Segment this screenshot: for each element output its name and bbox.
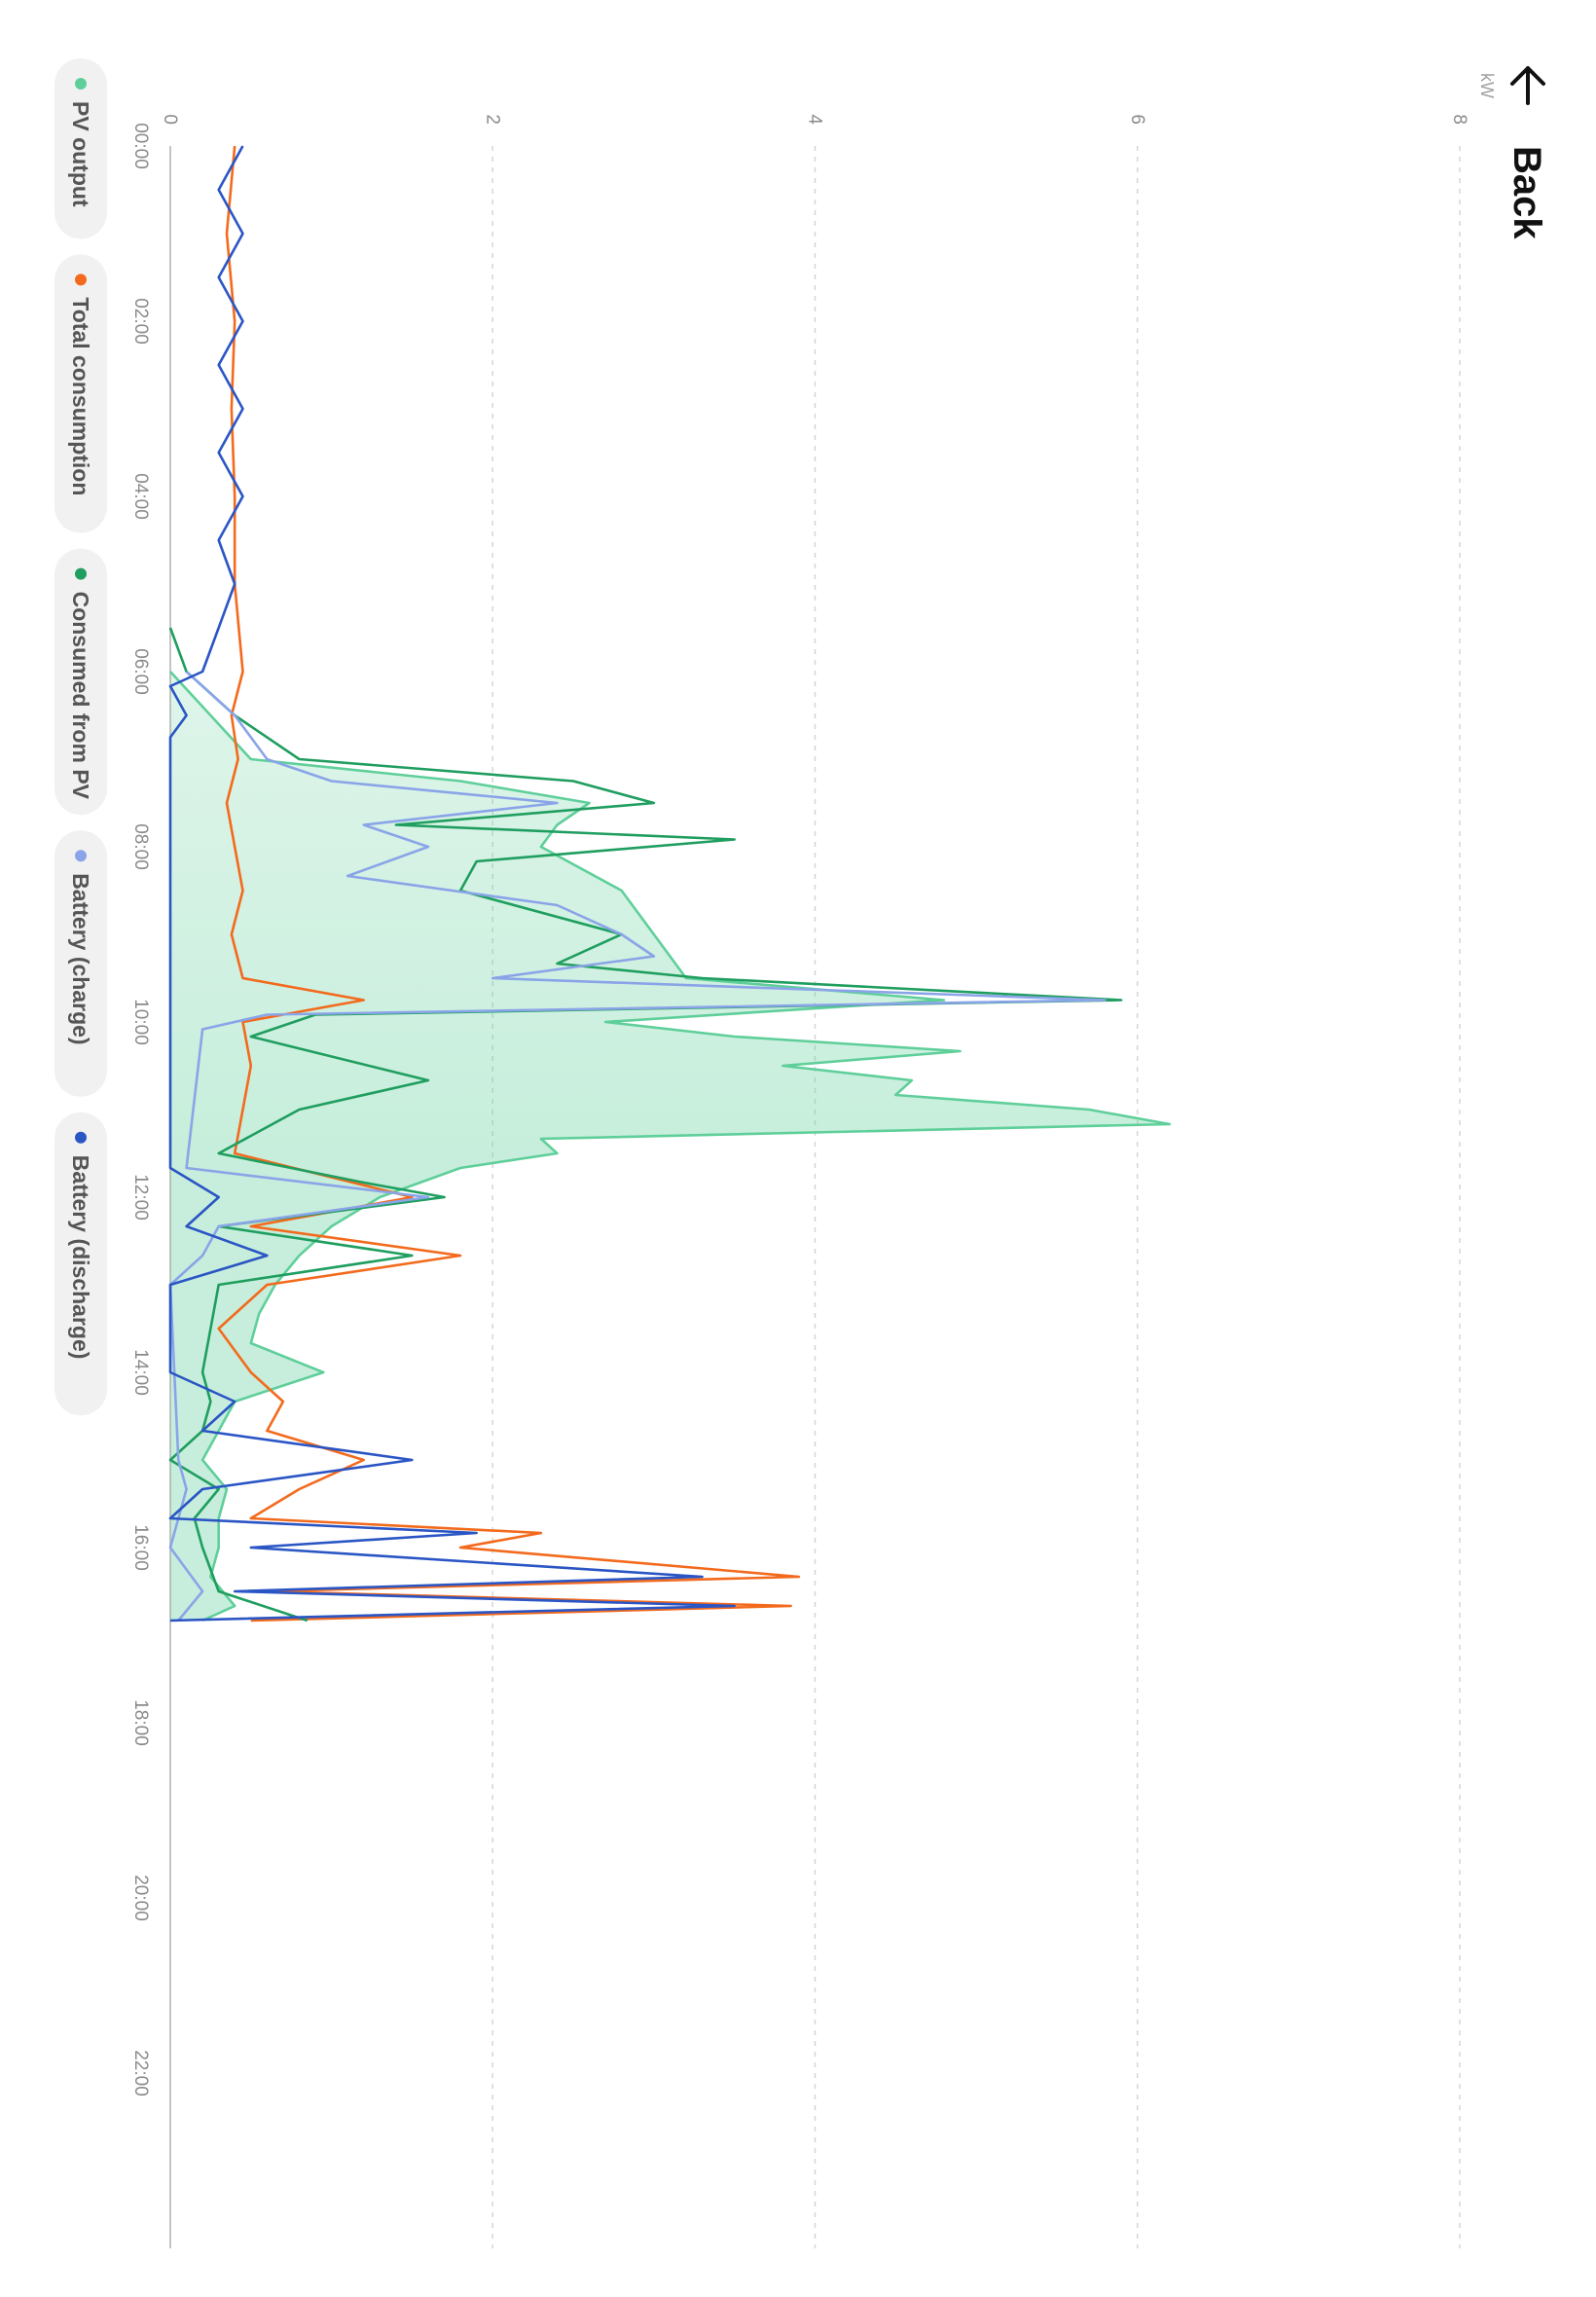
legend-dot (75, 273, 87, 286)
series-line-battery-charge (168, 671, 1106, 1622)
legend-label: Consumed from PV (68, 592, 93, 800)
x-tick-label: 08:00 (130, 823, 151, 870)
legend-label: PV output (68, 101, 93, 207)
legend-pill (54, 58, 107, 239)
y-tick-label: 0 (160, 114, 180, 125)
legend-dot (75, 850, 87, 862)
legend-pill (54, 254, 107, 533)
series-layer (168, 145, 1172, 1622)
legend-label: Total consumption (68, 297, 93, 495)
legend-pill (54, 1112, 107, 1416)
legend-pill (54, 830, 107, 1097)
legend-dot (75, 1131, 87, 1144)
y-tick-label: 8 (1449, 114, 1469, 125)
y-unit-label: kW (1477, 73, 1497, 98)
x-tick-label: 04:00 (130, 473, 151, 520)
legend-item-battery-discharge[interactable]: Battery (discharge) (54, 1112, 107, 1416)
back-button[interactable]: Back (1505, 66, 1548, 239)
x-tick-label: 22:00 (130, 2050, 151, 2096)
x-tick-label: 10:00 (130, 999, 151, 1045)
x-tick-label: 12:00 (130, 1174, 151, 1221)
legend-item-consumed-from-pv[interactable]: Consumed from PV (54, 548, 107, 816)
series-line-consumed-from-pv (168, 627, 1123, 1622)
axis-label-layer: 0 2 4 6 8 kW 00:00 02:00 04:00 06:00 08:00 10:00 12:… (130, 73, 1497, 2096)
legend-item-battery-charge[interactable]: Battery (charge) (54, 830, 107, 1097)
legend-pill (54, 548, 107, 816)
x-tick-label: 00:00 (130, 123, 151, 169)
x-tick-label: 02:00 (130, 298, 151, 345)
x-tick-label: 06:00 (130, 648, 151, 695)
legend-label: Battery (charge) (68, 873, 93, 1044)
y-tick-label: 6 (1127, 114, 1147, 125)
legend-dot (75, 567, 87, 580)
x-tick-label: 14:00 (130, 1349, 151, 1396)
legend-dot (75, 78, 87, 90)
legend-item-total-consumption[interactable]: Total consumption (54, 254, 107, 533)
y-tick-label: 4 (805, 114, 825, 125)
x-tick-label: 16:00 (130, 1524, 151, 1571)
legend: PV output Total consumption Consumed from … (54, 58, 107, 1416)
legend-label: Battery (discharge) (68, 1155, 93, 1360)
legend-item-pv-output[interactable]: PV output (54, 58, 107, 239)
x-tick-label: 18:00 (130, 1699, 151, 1746)
series-line-total-consumption (217, 145, 801, 1622)
y-tick-label: 2 (482, 114, 502, 125)
series-area-pv-output (170, 672, 1170, 1621)
back-label: Back (1505, 146, 1548, 239)
x-tick-label: 20:00 (130, 1875, 151, 1921)
area-fill-layer (170, 672, 1170, 1621)
arrow-left-icon (1510, 66, 1545, 105)
series-line-battery-discharge (168, 145, 736, 1622)
